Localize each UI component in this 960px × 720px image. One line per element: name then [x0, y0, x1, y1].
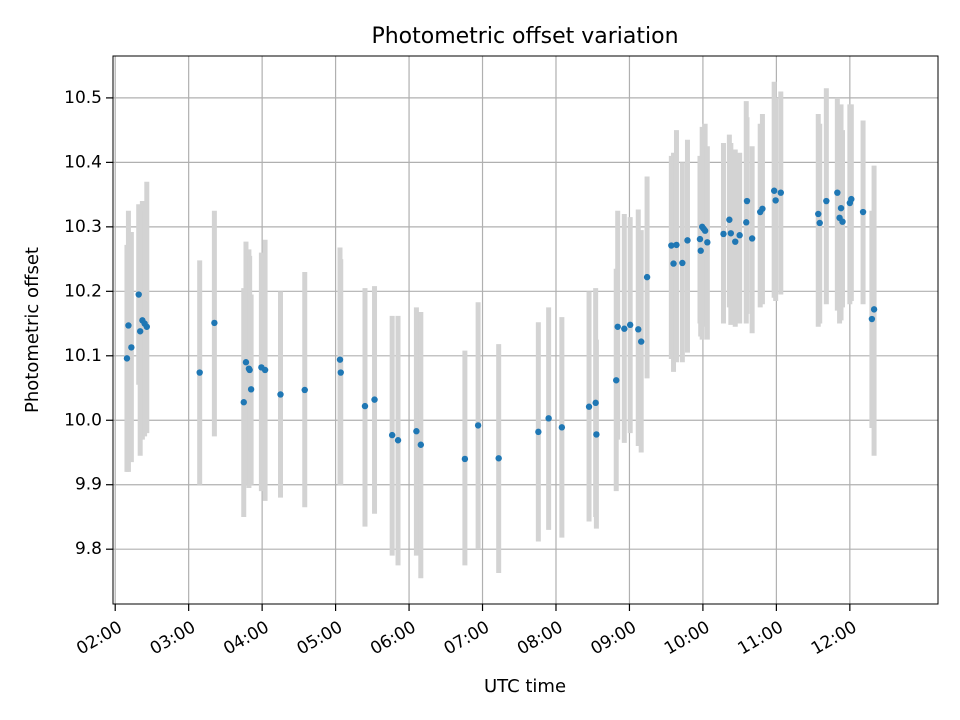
data-point: [638, 338, 645, 345]
data-point: [128, 344, 135, 351]
y-tick-label: 10.2: [64, 281, 102, 301]
data-point: [704, 239, 711, 246]
data-point: [371, 396, 378, 403]
y-tick-label: 10.0: [64, 410, 102, 430]
data-point: [673, 241, 680, 249]
data-point: [859, 208, 867, 216]
data-point: [417, 441, 425, 448]
data-point: [247, 386, 255, 393]
data-point: [614, 323, 621, 330]
data-point: [135, 291, 142, 298]
data-point: [684, 237, 691, 244]
data-point: [748, 235, 756, 242]
data-point: [668, 242, 675, 249]
data-point: [474, 422, 482, 429]
data-point: [772, 197, 779, 204]
data-point: [816, 219, 823, 227]
data-point: [696, 235, 704, 243]
data-point: [626, 321, 634, 329]
data-point: [732, 238, 739, 245]
data-point: [593, 431, 600, 438]
data-point: [558, 424, 566, 431]
data-point: [123, 355, 131, 362]
data-point: [777, 189, 784, 196]
data-point: [643, 273, 651, 281]
data-point: [336, 356, 344, 363]
data-point: [621, 325, 628, 332]
data-point: [535, 428, 542, 436]
data-point: [361, 402, 369, 410]
data-point: [815, 210, 822, 218]
data-point: [394, 437, 402, 444]
data-point: [736, 232, 743, 239]
y-tick-label: 10.4: [64, 152, 102, 172]
data-point: [848, 195, 855, 203]
y-tick-label: 9.9: [75, 475, 102, 495]
data-point: [834, 189, 841, 196]
y-axis-ticks: 9.8 9.9 10.0 10.1 10.2 10.3 10.4 10.5: [64, 88, 113, 559]
plot-frame: [112, 55, 939, 605]
data-point: [720, 230, 727, 238]
data-point: [143, 323, 150, 330]
data-point: [743, 197, 751, 205]
data-point: [870, 306, 878, 313]
y-tick-label: 10.1: [64, 346, 102, 366]
x-axis-label: UTC time: [484, 676, 566, 697]
data-point: [388, 431, 396, 439]
data-point: [679, 259, 686, 267]
data-point: [701, 227, 709, 234]
data-point: [743, 219, 750, 226]
data-point: [461, 455, 469, 463]
data-point: [240, 399, 247, 406]
data-point: [211, 319, 218, 327]
data-point: [726, 216, 733, 223]
data-point: [136, 328, 144, 335]
data-point: [837, 204, 845, 212]
data-point: [413, 428, 420, 435]
data-point: [823, 197, 830, 205]
data-point: [635, 326, 642, 333]
data-point: [495, 455, 502, 462]
data-point: [125, 322, 132, 329]
data-point: [277, 391, 284, 398]
data-point: [196, 369, 203, 376]
data-point: [868, 315, 876, 323]
data-point: [727, 230, 735, 237]
data-point: [613, 377, 620, 384]
data-point: [670, 260, 677, 267]
data-point: [246, 366, 253, 374]
y-tick-label: 10.3: [64, 217, 102, 237]
data-point: [770, 187, 778, 194]
data-point: [839, 218, 846, 225]
data-point: [592, 399, 599, 407]
chart-title: Photometric offset variation: [371, 24, 678, 49]
data-points: [123, 187, 878, 463]
y-tick-label: 9.8: [75, 539, 102, 559]
data-point: [337, 369, 344, 376]
y-tick-label: 10.5: [64, 88, 102, 108]
data-point: [545, 415, 552, 422]
data-point: [759, 205, 766, 212]
data-point: [242, 359, 250, 366]
data-point: [697, 247, 704, 254]
data-point: [301, 386, 308, 394]
y-axis-label: Photometric offset: [22, 247, 43, 413]
data-point: [585, 403, 593, 410]
data-point: [261, 366, 269, 374]
